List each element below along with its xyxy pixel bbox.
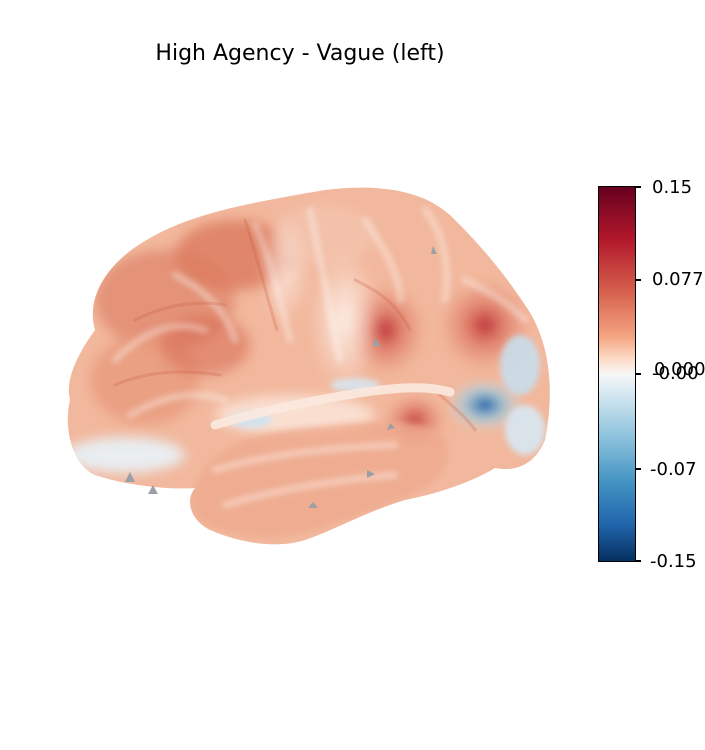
brain-surface-map [55,180,565,560]
colorbar-tick-upper [636,279,641,281]
colorbar-label-center-b: 0.000 [654,359,705,380]
colorbar-tick-min [636,560,641,562]
colorbar-label-max: 0.15 [652,177,693,198]
colorbar-label-center-a: -0.00 [652,363,699,384]
colorbar: 0.15 0.077 -0.00 0.000 -0.07 -0.15 [598,178,705,572]
colorbar-label-lower-mid: -0.07 [650,459,697,480]
colorbar-label-min: -0.15 [650,551,697,572]
brain-surface-svg [67,187,550,545]
cortex-surface [67,187,550,545]
figure-title: High Agency - Vague (left) [155,41,445,66]
colorbar-tick-max [636,186,641,188]
medial-wall-gaps [125,246,437,508]
colorbar-tick-lower [636,468,641,470]
colorbar-gradient [598,186,636,562]
colorbar-label-upper-mid: 0.077 [652,269,704,290]
colorbar-tick-center [636,373,641,375]
